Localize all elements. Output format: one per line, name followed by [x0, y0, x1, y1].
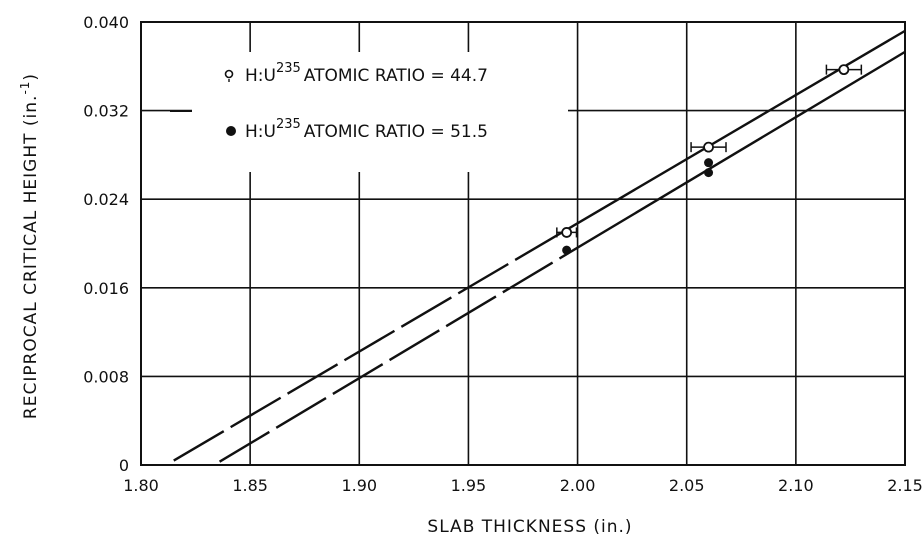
legend-entry-2: H:U235 ATOMIC RATIO = 51.5: [245, 117, 488, 142]
y-axis-label-main: RECIPROCAL CRITICAL HEIGHT (in.: [21, 95, 41, 420]
legend-entry-2-prefix: H:U: [245, 122, 276, 142]
x-tick-label: 2.05: [669, 476, 705, 495]
filled-circle-point: [704, 168, 714, 178]
legend-filled-circle-marker: [226, 126, 236, 136]
legend-entry-1-prefix: H:U: [245, 66, 276, 86]
fit-lines: [173, 29, 906, 463]
x-tick-label: 2.15: [887, 476, 923, 495]
y-tick-label: 0.024: [83, 190, 129, 209]
fit-line-solid-series-2: [566, 50, 906, 256]
legend: H:U235 ATOMIC RATIO = 44.7 H:U235 ATOMIC R…: [170, 52, 568, 172]
filled-circle-point: [562, 245, 572, 255]
x-tick-label: 1.80: [123, 476, 159, 495]
fit-line-dashed-series-2: [218, 253, 568, 463]
y-axis-label-tail: ): [21, 73, 41, 81]
x-tick-label: 2.10: [778, 476, 814, 495]
x-tick-labels: 1.80 1.85 1.90 1.95 2.00 2.05 2.10 2.15: [123, 476, 923, 495]
y-tick-label: 0.008: [83, 367, 129, 386]
fit-line-dashed-series-1: [173, 228, 568, 462]
legend-entry-2-superscript: 235: [276, 117, 301, 132]
y-tick-label: 0.016: [83, 279, 129, 298]
y-tick-label: 0.032: [83, 102, 129, 121]
y-axis-label-superscript: -1: [18, 81, 32, 95]
legend-open-circle-marker: [224, 69, 234, 79]
open-circle-point: [703, 141, 714, 153]
fit-line-solid-series-1: [566, 29, 906, 231]
y-axis-label: RECIPROCAL CRITICAL HEIGHT (in.-1): [18, 73, 41, 419]
x-tick-label: 2.00: [560, 476, 596, 495]
y-tick-label: 0.040: [83, 13, 129, 32]
legend-entry-1-text: ATOMIC RATIO = 44.7: [304, 66, 488, 86]
x-tick-label: 1.85: [232, 476, 268, 495]
legend-entry-1: H:U235 ATOMIC RATIO = 44.7: [245, 61, 488, 86]
x-axis-label: SLAB THICKNESS (in.): [427, 517, 632, 537]
open-circle-point: [561, 227, 573, 238]
legend-entry-1-superscript: 235: [276, 61, 301, 76]
x-tick-label: 1.90: [341, 476, 377, 495]
legend-entry-2-text: ATOMIC RATIO = 51.5: [304, 122, 488, 142]
legend-background: [192, 52, 568, 172]
filled-circle-point: [704, 158, 714, 168]
y-tick-labels: 0 0.008 0.016 0.024 0.032 0.040: [83, 13, 129, 475]
data-points: [556, 64, 863, 255]
y-tick-label: 0: [119, 456, 129, 475]
plot-frame: [140, 21, 906, 466]
open-circle-point: [838, 64, 850, 76]
x-tick-label: 1.95: [451, 476, 487, 495]
